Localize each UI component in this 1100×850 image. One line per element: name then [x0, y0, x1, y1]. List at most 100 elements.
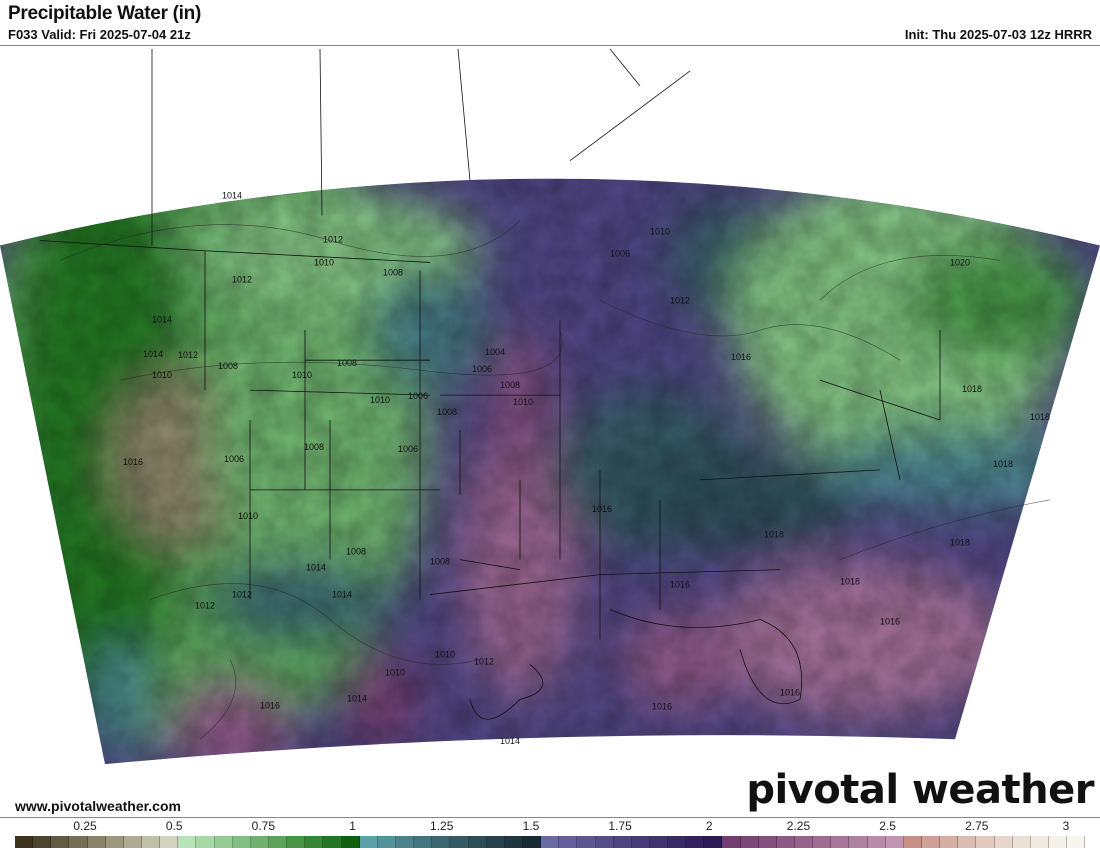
page-title: Precipitable Water (in) [8, 3, 201, 24]
colorbar-swatch [1067, 836, 1086, 848]
colorbar-swatch [958, 836, 977, 848]
isobar-label: 1008 [218, 361, 238, 371]
isobar-label: 1020 [950, 257, 970, 267]
colorbar-swatch [976, 836, 995, 848]
colorbar-swatch [704, 836, 723, 848]
isobar-label: 1014 [306, 563, 326, 573]
valid-time: F033 Valid: Fri 2025-07-04 21z [8, 27, 191, 42]
colorbar-swatch [885, 836, 904, 848]
colorbar-swatch [813, 836, 832, 848]
isobar-label: 1016 [880, 617, 900, 627]
colorbar-swatch [541, 836, 560, 848]
colorbar-swatch [595, 836, 614, 848]
isobar-label: 1010 [435, 649, 455, 659]
colorbar-tick-label: 2.75 [965, 819, 989, 833]
colorbar-swatch [160, 836, 179, 848]
isobar-label: 1014 [347, 693, 367, 703]
isobar-label: 1012 [474, 656, 494, 666]
colorbar-tick-label: 1 [349, 819, 356, 833]
isobar-label: 1018 [840, 577, 860, 587]
colorbar-swatch [867, 836, 886, 848]
isobar-label: 1016 [652, 701, 672, 711]
colorbar-swatch [123, 836, 142, 848]
colorbar-swatch [613, 836, 632, 848]
colorbar-swatch [631, 836, 650, 848]
isobars [59, 220, 1051, 740]
colorbar-swatch [287, 836, 306, 848]
isobar-label: 1012 [232, 274, 252, 284]
isobar-label: 1014 [222, 191, 242, 201]
colorbar-swatch [87, 836, 106, 848]
colorbar-tick-label: 2.5 [879, 819, 896, 833]
colorbar-swatch [486, 836, 505, 848]
isobar-label: 1018 [764, 530, 784, 540]
isobar-label: 1012 [178, 350, 198, 360]
colorbar-swatch [395, 836, 415, 848]
isobar-label: 1006 [398, 444, 418, 454]
colorbar-swatch [831, 836, 850, 848]
precipitable-water-map[interactable]: 1014 1012 1010 1012 1014 1014 1012 1010 1008 1010… [0, 45, 1100, 818]
colorbar-tick-label: 0.75 [251, 819, 276, 833]
colorbar-swatch [178, 836, 197, 848]
isobar-label: 1018 [1030, 412, 1050, 422]
isobar-label: 1010 [292, 370, 312, 380]
isobar-label: 1016 [260, 700, 280, 710]
isobar-labels: 1014 1012 1010 1012 1014 1014 1012 1010 1008 1010… [123, 191, 1050, 747]
isobar-label: 1010 [238, 511, 258, 521]
colorbar-tick-label: 1.75 [608, 819, 632, 833]
isobar-label: 1014 [152, 314, 172, 324]
colorbar-tick-label: 2.25 [786, 819, 811, 833]
colorbar-swatch [940, 836, 959, 848]
isobar-label: 1008 [500, 380, 520, 390]
isobar-label: 1008 [337, 358, 357, 368]
init-time: Init: Thu 2025-07-03 12z HRRR [904, 27, 1092, 42]
colorbar-swatch [903, 836, 923, 848]
colorbar-swatch [268, 836, 288, 848]
colorbar-swatch [686, 836, 705, 848]
colorbar-swatch [994, 836, 1013, 848]
colorbar [15, 836, 1086, 848]
isobar-label: 1014 [332, 590, 352, 600]
isobar-label: 1006 [408, 391, 428, 401]
colorbar-swatch [740, 836, 759, 848]
isobar-label: 1010 [152, 370, 172, 380]
colorbar-swatch [305, 836, 324, 848]
isobar-label: 1012 [323, 235, 343, 245]
isobar-label: 1008 [383, 267, 403, 277]
colorbar-swatch [1012, 836, 1031, 848]
isobar-label: 1012 [232, 590, 252, 600]
colorbar-swatch [922, 836, 941, 848]
isobar-label: 1006 [472, 364, 492, 374]
colorbar-tick-label: 3 [1062, 819, 1070, 833]
colorbar-swatch [559, 836, 578, 848]
colorbar-swatch [649, 836, 669, 848]
colorbar-swatch [776, 836, 796, 848]
isobar-label: 1008 [346, 547, 366, 557]
colorbar-swatch [341, 836, 360, 848]
colorbar-swatch [1030, 836, 1050, 848]
isobar-label: 1010 [370, 395, 390, 405]
isobar-label: 1016 [592, 504, 612, 514]
isobar-label: 1008 [304, 442, 324, 452]
colorbar-swatch [504, 836, 523, 848]
colorbar-tick-label: 0.25 [73, 819, 97, 833]
colorbar-tick-label: 0.5 [165, 819, 183, 833]
isobar-label: 1016 [731, 352, 751, 362]
isobar-label: 1012 [195, 601, 215, 611]
colorbar-swatch [69, 836, 88, 848]
colorbar-tick-label: 1.5 [522, 819, 540, 833]
colorbar-swatch [1049, 836, 1068, 848]
isobar-label: 1006 [610, 248, 630, 258]
isobar-label: 1018 [993, 459, 1013, 469]
colorbar-swatch [51, 836, 70, 848]
isobar-label: 1018 [962, 384, 982, 394]
website-url[interactable]: www.pivotalweather.com [15, 798, 181, 814]
colorbar-swatch [15, 836, 34, 848]
isobar-label: 1012 [670, 295, 690, 305]
colorbar-swatch [323, 836, 342, 848]
colorbar-tick-label: 2 [705, 819, 713, 833]
colorbar-swatch [795, 836, 814, 848]
colorbar-swatch [359, 836, 378, 848]
isobar-label: 1006 [224, 454, 244, 464]
state-borders [39, 48, 941, 720]
